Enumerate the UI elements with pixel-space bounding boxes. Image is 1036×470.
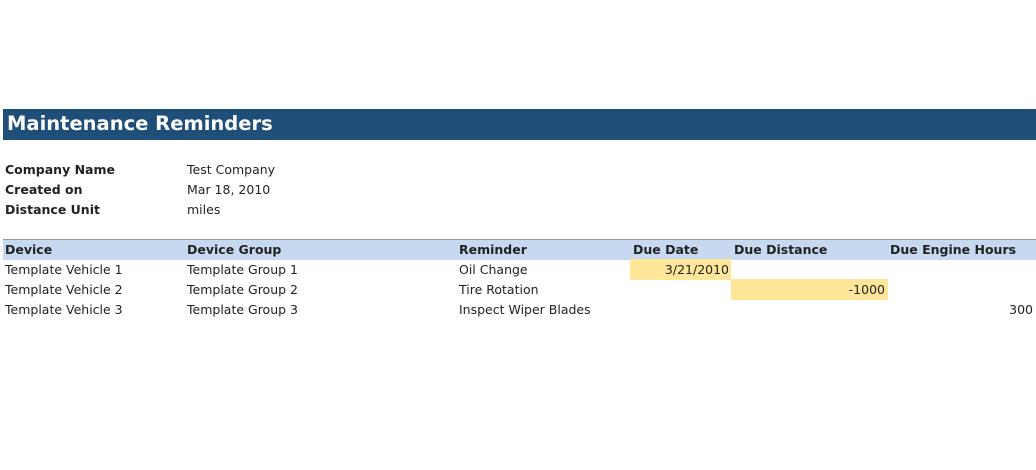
info-value-created: Mar 18, 2010 <box>187 182 271 197</box>
table-header-row <box>3 239 1036 260</box>
header-due-distance: Due Distance <box>734 242 828 257</box>
page-title: Maintenance Reminders <box>7 112 273 135</box>
info-label-company: Company Name <box>5 162 115 177</box>
cell-due-distance: -1000 <box>848 282 885 297</box>
info-label-distance-unit: Distance Unit <box>5 202 100 217</box>
cell-group: Template Group 2 <box>187 282 298 297</box>
info-label-created: Created on <box>5 182 83 197</box>
header-device: Device <box>5 242 53 257</box>
info-value-company: Test Company <box>187 162 276 177</box>
cell-due-date: 3/21/2010 <box>664 262 729 277</box>
header-device-group: Device Group <box>187 242 282 257</box>
cell-reminder: Oil Change <box>459 262 528 277</box>
cell-due-engine-hours: 300 <box>1009 302 1033 317</box>
cell-reminder: Inspect Wiper Blades <box>459 302 591 317</box>
cell-group: Template Group 1 <box>187 262 298 277</box>
header-due-date: Due Date <box>633 242 699 257</box>
highlight-due-distance <box>731 279 888 300</box>
cell-device: Template Vehicle 3 <box>5 302 123 317</box>
header-reminder: Reminder <box>459 242 527 257</box>
header-due-engine-hours: Due Engine Hours <box>890 242 1017 257</box>
cell-group: Template Group 3 <box>187 302 298 317</box>
cell-reminder: Tire Rotation <box>459 282 539 297</box>
cell-device: Template Vehicle 1 <box>5 262 123 277</box>
highlight-due-date <box>630 259 731 280</box>
cell-device: Template Vehicle 2 <box>5 282 123 297</box>
title-bar: Maintenance Reminders <box>3 109 1036 140</box>
info-value-distance-unit: miles <box>187 202 221 217</box>
